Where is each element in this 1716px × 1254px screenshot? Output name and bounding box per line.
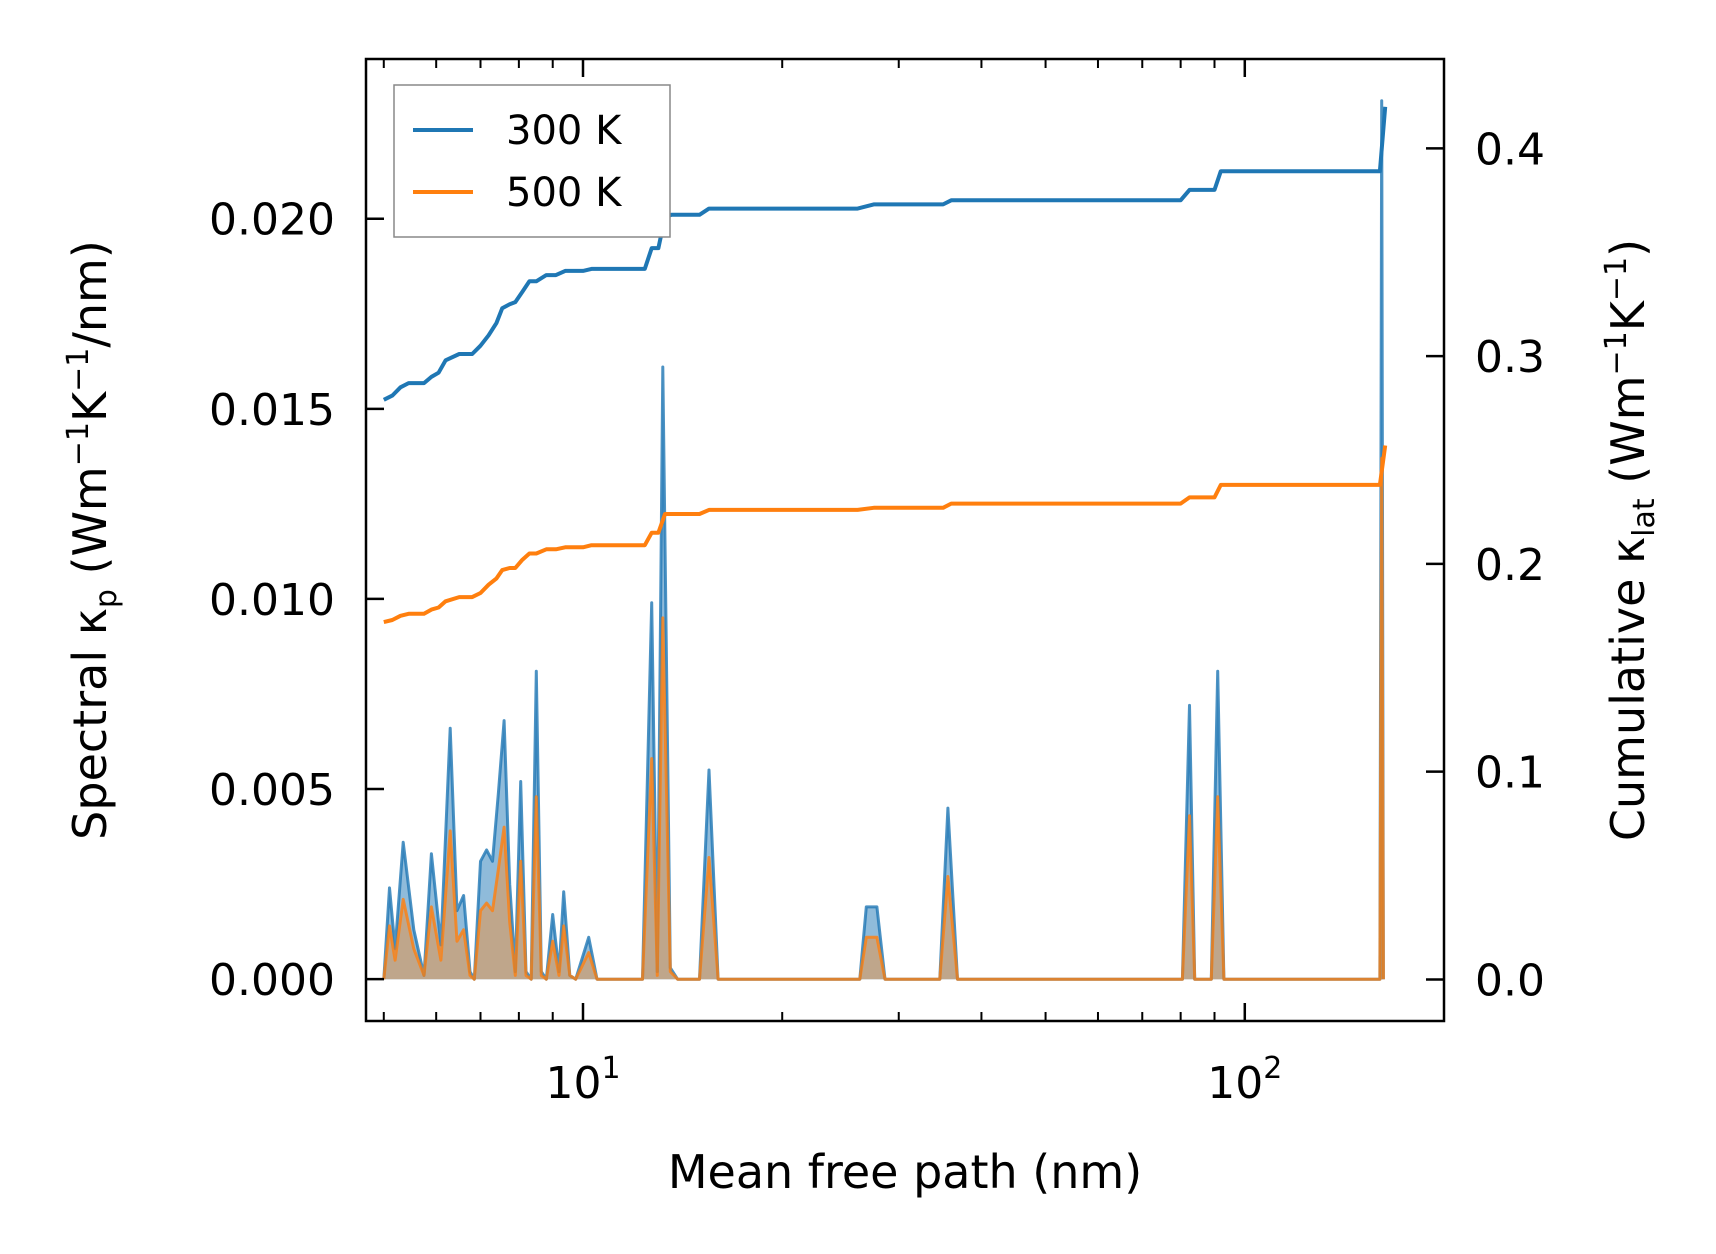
left-y-axis-label: Spectral κp (Wm−1K−1/nm) [61,240,124,840]
right-y-tick-label: 0.0 [1475,955,1545,1006]
x-tick-label-base: 10 [545,1058,601,1109]
x-tick-label-exp: 1 [601,1051,620,1086]
left-y-label-exp1: −1 [61,422,96,466]
left-y-label-exp2: −1 [61,348,96,392]
right-y-label-base: Cumulative κ [1601,537,1655,841]
x-tick-label-exp: 2 [1263,1051,1282,1086]
left-y-tick-label: 0.010 [209,575,335,626]
right-y-tick-label: 0.3 [1475,332,1545,383]
x-tick-label: 101 [545,1051,620,1109]
right-y-label-exp2: −1 [1599,257,1634,301]
right-y-label-mid: K [1601,299,1655,331]
left-y-tick-label: 0.020 [209,195,335,246]
left-y-label-unit: (Wm [63,466,117,589]
axis-ticks: 101 1020.0000.0050.0100.0150.0200.00.10.2… [209,59,1545,1109]
spectral-fills [383,100,1384,980]
x-tick-label-base: 10 [1207,1058,1263,1109]
right-y-tick-label: 0.2 [1475,540,1545,591]
right-y-label-exp1: −1 [1599,331,1634,375]
left-y-label-sub: p [89,589,124,608]
right-y-label-sub: lat [1627,498,1662,537]
right-y-tick-label: 0.4 [1475,124,1545,175]
x-tick-label: 102 [1207,1051,1282,1109]
series-lines [382,99,1388,981]
legend: 300 K 500 K [393,84,671,238]
right-y-tick-label: 0.1 [1475,748,1545,799]
spectral-line-500k [382,456,1385,981]
spectral-area-500k [383,458,1384,980]
plot-frame [364,57,1446,1023]
left-y-tick-label: 0.015 [209,385,335,436]
left-y-label-tail: /nm) [63,240,117,347]
cumulative-line-300k [382,106,1388,402]
right-y-axis-label: Cumulative κlat (Wm−1K−1) [1599,239,1662,841]
cumulative-line-500k [383,445,1388,625]
legend-box [393,84,671,238]
left-y-tick-label: 0.000 [209,955,335,1006]
left-y-label-base: Spectral κ [63,608,117,840]
legend-label-300k: 300 K [506,108,623,154]
spectral-area-300k [383,100,1384,980]
legend-label-500k: 500 K [506,170,623,216]
left-y-label-mid: K [63,390,117,422]
x-axis-label: Mean free path (nm) [668,1145,1142,1199]
right-y-label-tail: ) [1601,239,1655,257]
left-y-tick-label: 0.005 [209,765,335,816]
right-y-label-unit: (Wm [1601,375,1655,498]
